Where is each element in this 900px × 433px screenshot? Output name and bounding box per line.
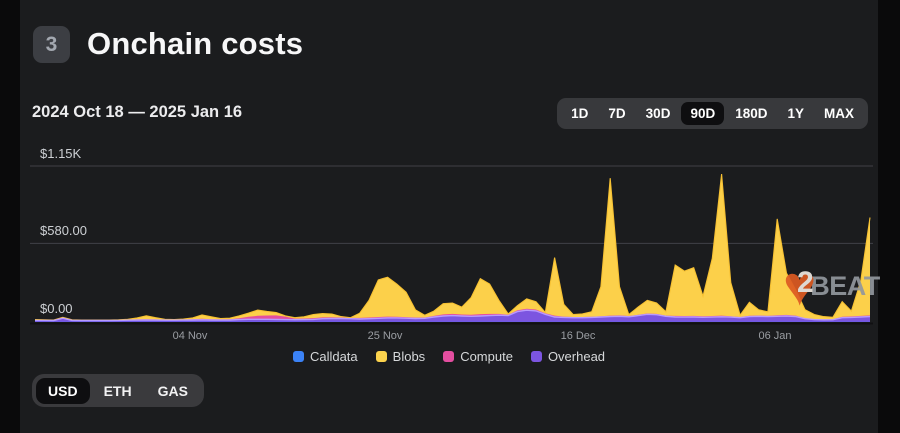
- unit-usd[interactable]: USD: [36, 377, 90, 404]
- x-tick-25nov: 25 Nov: [367, 330, 403, 342]
- legend-item-calldata: Calldata: [292, 349, 358, 364]
- legend-item-blobs: Blobs: [375, 349, 425, 364]
- time-range-1d[interactable]: 1D: [562, 102, 597, 126]
- overhead-swatch-icon: [530, 351, 542, 362]
- time-range-180d[interactable]: 180D: [726, 102, 776, 126]
- y-axis-label-mid: $580.00: [40, 223, 87, 238]
- x-tick-04nov: 04 Nov: [172, 330, 208, 342]
- calldata-swatch-icon: [292, 351, 304, 362]
- unit-eth[interactable]: ETH: [92, 378, 144, 404]
- y-axis-label-top: $1.15K: [40, 146, 82, 161]
- unit-gas[interactable]: GAS: [146, 378, 200, 404]
- chart-legend: Calldata Blobs Compute Overhead: [20, 349, 878, 364]
- unit-toggle: USD ETH GAS: [32, 374, 204, 407]
- blobs-swatch-icon: [375, 351, 387, 362]
- section-number-badge: 3: [33, 26, 70, 63]
- page-title: Onchain costs: [87, 26, 304, 61]
- time-range-max[interactable]: MAX: [815, 102, 863, 126]
- time-range-90d[interactable]: 90D: [681, 101, 725, 126]
- time-range-30d[interactable]: 30D: [637, 102, 680, 126]
- y-axis-label-zero: $0.00: [40, 301, 73, 316]
- time-range-7d[interactable]: 7D: [599, 102, 634, 126]
- time-range-selector: 1D 7D 30D 90D 180D 1Y MAX: [557, 98, 868, 129]
- date-range-label: 2024 Oct 18 — 2025 Jan 16: [32, 103, 243, 121]
- onchain-costs-chart[interactable]: [20, 138, 878, 338]
- compute-swatch-icon: [443, 351, 455, 362]
- x-tick-06jan: 06 Jan: [758, 330, 792, 342]
- legend-item-overhead: Overhead: [530, 349, 605, 364]
- chart-area[interactable]: [20, 138, 878, 338]
- legend-item-compute: Compute: [443, 349, 513, 364]
- time-range-1y[interactable]: 1Y: [778, 102, 813, 126]
- x-tick-16dec: 16 Dec: [560, 330, 596, 342]
- onchain-costs-card: 3 Onchain costs 2024 Oct 18 — 2025 Jan 1…: [20, 0, 880, 433]
